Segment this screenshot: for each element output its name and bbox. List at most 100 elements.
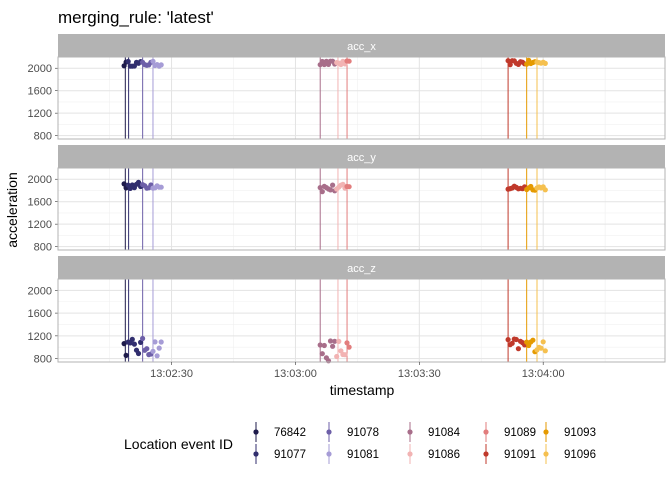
panel-background xyxy=(58,168,665,250)
y-tick-label: 1200 xyxy=(28,219,52,231)
legend-title: Location event ID xyxy=(124,436,233,452)
legend: Location event ID 76842 91077 91078 91081 91… xyxy=(124,422,596,464)
panel-acc_y: acc_y 800 1200 1600 2000 xyxy=(28,145,666,254)
data-points xyxy=(121,57,548,69)
data-point xyxy=(334,353,340,360)
legend-item-91081: 91081 xyxy=(326,444,379,464)
data-point xyxy=(321,342,327,349)
legend-key-point xyxy=(326,451,332,457)
data-point xyxy=(327,187,334,193)
data-point xyxy=(325,358,332,364)
legend-label: 91078 xyxy=(347,427,379,439)
data-point xyxy=(144,346,150,352)
panel-acc_z: acc_z 800 1200 1600 2000 xyxy=(28,256,666,366)
data-point xyxy=(138,339,144,345)
data-point xyxy=(319,189,325,195)
x-tick-label: 13:03:30 xyxy=(398,368,441,380)
data-point xyxy=(542,187,548,193)
panel-border xyxy=(57,56,666,140)
data-point xyxy=(515,346,522,352)
data-point xyxy=(125,58,131,65)
y-tick-label: 2000 xyxy=(28,285,52,297)
data-point xyxy=(342,352,348,358)
legend-label: 91096 xyxy=(564,449,596,461)
data-point xyxy=(150,58,156,64)
legend-key-point xyxy=(407,429,413,435)
data-point xyxy=(505,58,511,64)
x-tick-label: 13:03:00 xyxy=(274,368,317,380)
legend-item-91089: 91089 xyxy=(483,422,536,442)
data-point xyxy=(513,336,519,343)
legend-item-91086: 91086 xyxy=(407,444,460,464)
y-tick-label: 800 xyxy=(34,242,52,254)
y-tick-label: 800 xyxy=(34,354,52,366)
legend-label: 91084 xyxy=(428,427,461,439)
data-point xyxy=(330,182,336,188)
data-point xyxy=(542,348,548,354)
facet-strip-label: acc_x xyxy=(347,41,376,53)
legend-label: 91086 xyxy=(428,449,460,461)
data-point xyxy=(158,184,164,190)
legend-key-point xyxy=(543,429,549,435)
legend-key-point xyxy=(483,451,489,457)
data-point xyxy=(317,342,323,348)
data-point xyxy=(158,339,164,345)
data-point xyxy=(538,345,544,351)
legend-label: 91091 xyxy=(504,449,536,461)
data-point xyxy=(135,179,142,185)
chart-title: merging_rule: 'latest' xyxy=(58,8,214,27)
data-point xyxy=(135,350,142,357)
data-point xyxy=(332,338,338,344)
facet-strip-label: acc_y xyxy=(347,152,376,164)
data-point xyxy=(123,352,129,358)
data-point xyxy=(131,341,137,347)
legend-item-76842: 76842 xyxy=(253,422,306,442)
y-tick-label: 800 xyxy=(34,131,52,143)
gridlines xyxy=(58,167,665,250)
legend-label: 91093 xyxy=(564,427,596,439)
facet-strip xyxy=(58,34,665,57)
legend-item-91091: 91091 xyxy=(483,444,536,464)
x-axis-title: timestamp xyxy=(330,382,395,398)
data-point xyxy=(330,343,336,349)
legend-label: 76842 xyxy=(274,427,306,439)
data-point xyxy=(346,184,352,190)
facet-strip xyxy=(58,145,665,168)
data-point xyxy=(129,336,135,342)
y-tick-label: 1200 xyxy=(28,108,52,120)
facet-strip xyxy=(58,256,665,279)
data-point xyxy=(154,353,160,359)
data-point xyxy=(319,351,325,357)
y-tick-label: 1600 xyxy=(28,86,52,98)
data-points xyxy=(121,335,548,364)
data-point xyxy=(507,62,513,68)
data-point xyxy=(317,185,323,191)
data-point xyxy=(158,62,164,68)
data-point xyxy=(505,337,511,343)
y-tick-label: 1200 xyxy=(28,331,52,343)
y-tick-label: 1600 xyxy=(28,197,52,209)
data-point xyxy=(121,181,127,187)
legend-item-91077: 91077 xyxy=(253,444,306,464)
x-tick-label: 13:04:00 xyxy=(522,368,565,380)
legend-label: 91081 xyxy=(347,449,379,461)
data-point xyxy=(346,344,352,350)
legend-item-91084: 91084 xyxy=(407,422,461,442)
event-lines xyxy=(124,57,538,139)
data-point xyxy=(121,341,127,347)
data-point xyxy=(152,339,158,345)
legend-key-point xyxy=(253,451,259,457)
data-point xyxy=(346,58,352,64)
legend-key-point xyxy=(543,451,549,457)
panel-border xyxy=(57,278,666,363)
panel-border xyxy=(57,167,666,251)
y-tick-label: 2000 xyxy=(28,174,52,186)
data-point xyxy=(336,338,342,344)
x-axis: 13:02:30 13:03:00 13:03:30 13:04:00 xyxy=(150,362,565,380)
y-tick-label: 2000 xyxy=(28,63,52,75)
data-point xyxy=(344,340,350,346)
data-point xyxy=(540,339,546,345)
legend-key-point xyxy=(407,451,413,457)
legend-label: 91077 xyxy=(274,449,306,461)
